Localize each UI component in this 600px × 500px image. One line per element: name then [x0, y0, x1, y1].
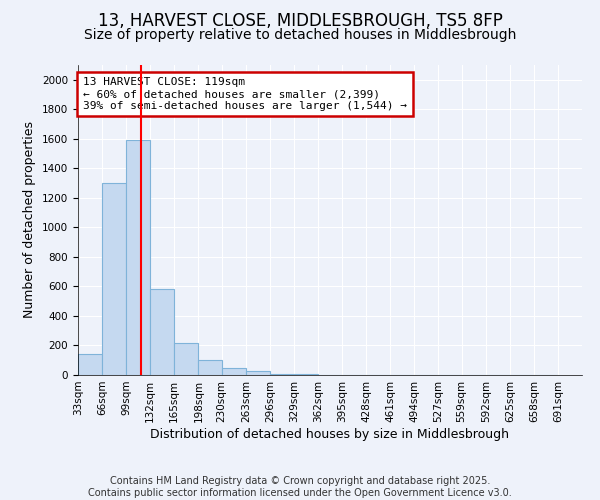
- Text: 13 HARVEST CLOSE: 119sqm
← 60% of detached houses are smaller (2,399)
39% of sem: 13 HARVEST CLOSE: 119sqm ← 60% of detach…: [83, 78, 407, 110]
- Bar: [246, 372, 270, 375]
- Bar: [174, 344, 199, 375]
- Bar: [126, 140, 150, 375]
- X-axis label: Distribution of detached houses by size in Middlesbrough: Distribution of detached houses by size …: [151, 428, 509, 440]
- Text: 13, HARVEST CLOSE, MIDDLESBROUGH, TS5 8FP: 13, HARVEST CLOSE, MIDDLESBROUGH, TS5 8F…: [98, 12, 502, 30]
- Bar: [221, 368, 246, 375]
- Text: Contains HM Land Registry data © Crown copyright and database right 2025.
Contai: Contains HM Land Registry data © Crown c…: [88, 476, 512, 498]
- Text: Size of property relative to detached houses in Middlesbrough: Size of property relative to detached ho…: [84, 28, 516, 42]
- Bar: [102, 183, 126, 375]
- Bar: [294, 374, 318, 375]
- Bar: [150, 290, 174, 375]
- Y-axis label: Number of detached properties: Number of detached properties: [23, 122, 37, 318]
- Bar: [199, 360, 223, 375]
- Bar: [78, 354, 102, 375]
- Bar: [270, 374, 294, 375]
